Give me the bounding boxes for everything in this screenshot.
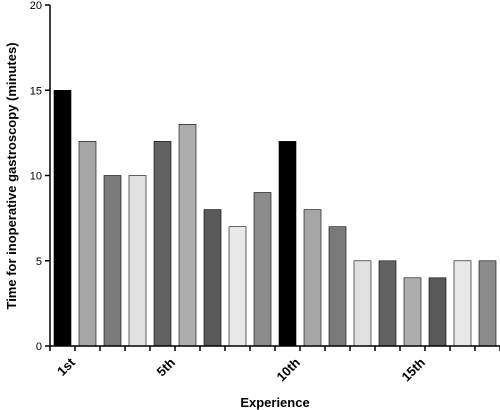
bar-7 [203, 209, 222, 347]
bar-9 [253, 192, 272, 347]
bar-6 [178, 124, 197, 347]
bar-5 [153, 141, 172, 347]
bar-13 [353, 260, 372, 347]
bar-15 [403, 277, 422, 347]
bar-1 [53, 90, 72, 347]
y-tick-label-20: 20 [30, 0, 42, 12]
x-tick-label-15th: 15th [398, 355, 428, 385]
bar-18 [478, 260, 497, 347]
x-tick-label-1st: 1st [54, 354, 78, 378]
y-tick-label-0: 0 [36, 341, 42, 353]
bar-14 [378, 260, 397, 347]
y-tick-label-5: 5 [36, 256, 42, 268]
bars-group [53, 90, 497, 347]
bar-8 [228, 226, 247, 347]
bar-17 [453, 260, 472, 347]
bar-4 [128, 175, 147, 347]
bar-16 [428, 277, 447, 347]
y-tick-label-10: 10 [30, 171, 42, 183]
x-axis: 1st 5th 10th 15th [49, 345, 500, 385]
y-tick-label-15: 15 [30, 85, 42, 97]
y-axis: 0 5 10 15 20 [30, 0, 51, 353]
x-axis-title: Experience [240, 395, 309, 410]
bar-3 [103, 175, 122, 347]
x-tick-label-5th: 5th [154, 355, 178, 379]
y-axis-title: Time for inoperative gastroscopy (minute… [4, 42, 19, 309]
bar-11 [303, 209, 322, 347]
bar-10 [278, 141, 297, 347]
bar-2 [78, 141, 97, 347]
bar-12 [328, 226, 347, 347]
x-tick-label-10th: 10th [273, 355, 303, 385]
